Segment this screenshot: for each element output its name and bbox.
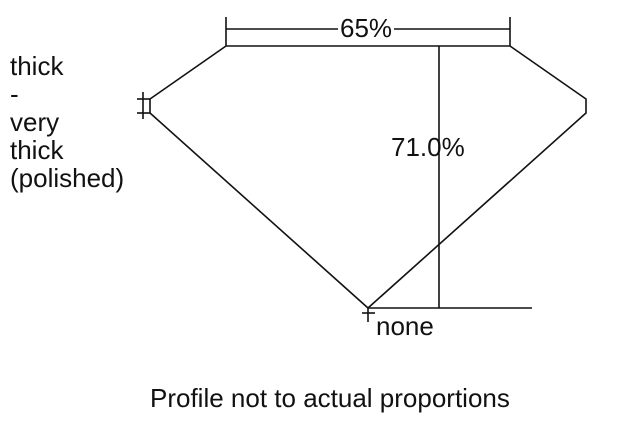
girdle-label-line: thick — [10, 135, 64, 165]
total-depth-label: 71.0% — [391, 132, 465, 162]
girdle-thickness-label: thick - very thick (polished) — [10, 52, 160, 192]
culet-label: none — [376, 311, 434, 341]
girdle-label-line: thick — [10, 51, 64, 81]
girdle-label-line: - — [10, 79, 19, 109]
table-percent-label: 65% — [338, 13, 395, 43]
girdle-label-line: very — [10, 107, 60, 137]
gem-outline — [149, 45, 587, 310]
girdle-label-line: (polished) — [10, 163, 125, 193]
proportions-note: Profile not to actual proportions — [150, 383, 510, 413]
